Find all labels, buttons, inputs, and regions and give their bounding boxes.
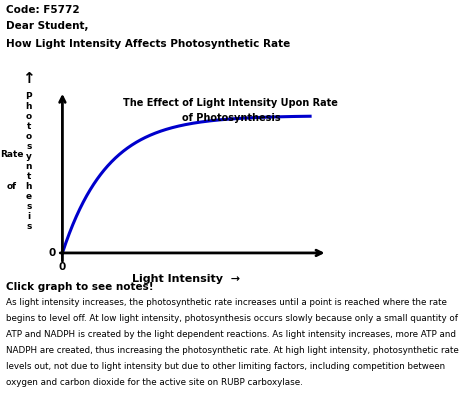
Text: h: h (26, 102, 32, 111)
Text: Code: F5772: Code: F5772 (6, 5, 80, 15)
Text: Light Intensity  →: Light Intensity → (132, 274, 240, 284)
Text: o: o (26, 112, 32, 121)
Text: e: e (26, 192, 32, 201)
Text: s: s (26, 202, 32, 211)
Text: ↑: ↑ (23, 71, 35, 86)
Text: s: s (26, 222, 32, 231)
Text: of: of (6, 182, 17, 191)
Text: t: t (27, 172, 31, 181)
Text: ATP and NADPH is created by the light dependent reactions. As light intensity in: ATP and NADPH is created by the light de… (6, 330, 456, 338)
Text: i: i (27, 212, 30, 221)
Text: NADPH are created, thus increasing the photosynthetic rate. At high light intens: NADPH are created, thus increasing the p… (6, 346, 459, 354)
Text: 0: 0 (59, 262, 66, 272)
Text: How Light Intensity Affects Photosynthetic Rate: How Light Intensity Affects Photosynthet… (6, 39, 291, 49)
Text: The Effect of Light Intensity Upon Rate: The Effect of Light Intensity Upon Rate (123, 98, 338, 108)
Text: 0: 0 (49, 248, 56, 258)
Text: of Photosynthesis: of Photosynthesis (182, 113, 280, 123)
Text: Click graph to see notes!: Click graph to see notes! (6, 282, 154, 292)
Text: t: t (27, 122, 31, 131)
Text: s: s (26, 142, 32, 151)
Text: Rate: Rate (0, 150, 23, 159)
Text: levels out, not due to light intensity but due to other limiting factors, includ: levels out, not due to light intensity b… (6, 362, 445, 371)
Text: y: y (26, 152, 32, 161)
Text: begins to level off. At low light intensity, photosynthesis occurs slowly becaus: begins to level off. At low light intens… (6, 314, 458, 322)
Text: P: P (26, 92, 32, 101)
Text: As light intensity increases, the photosynthetic rate increases until a point is: As light intensity increases, the photos… (6, 298, 447, 306)
Text: oxygen and carbon dioxide for the active site on RUBP carboxylase.: oxygen and carbon dioxide for the active… (6, 378, 303, 387)
Text: Dear Student,: Dear Student, (6, 21, 89, 31)
Text: h: h (26, 182, 32, 191)
Text: n: n (26, 162, 32, 171)
Text: o: o (26, 132, 32, 141)
